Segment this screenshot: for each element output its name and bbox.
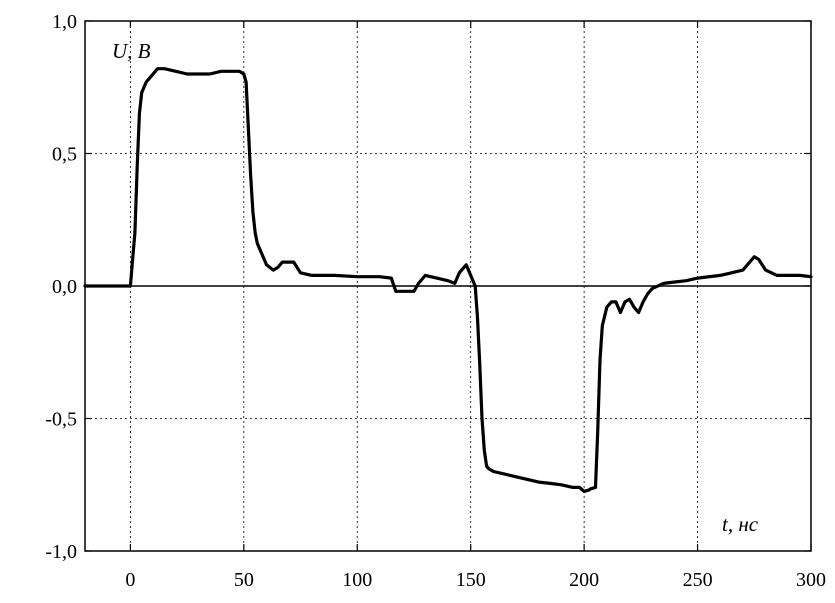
y-tick-label: -0,5 xyxy=(45,409,77,431)
x-tick-label: 200 xyxy=(569,569,599,591)
x-tick-label: 0 xyxy=(125,569,135,591)
x-axis-ticks: 0 50 100 150 200 250 300 xyxy=(125,21,826,591)
y-axis-label: U, В xyxy=(112,39,151,63)
y-tick-label: 0,5 xyxy=(52,144,77,166)
x-tick-label: 300 xyxy=(796,569,826,591)
plot-frame xyxy=(84,20,812,552)
series-layer xyxy=(83,67,813,493)
y-axis-ticks: -1,0 -0,5 0,0 0,5 1,0 xyxy=(45,11,811,563)
x-axis-label: t, нс xyxy=(722,512,759,536)
y-tick-label: -1,0 xyxy=(45,541,77,563)
x-tick-label: 100 xyxy=(342,569,372,591)
y-tick-label: 1,0 xyxy=(52,11,77,33)
series-line-0 xyxy=(83,67,813,493)
x-tick-label: 50 xyxy=(234,569,254,591)
x-tick-label: 250 xyxy=(683,569,713,591)
x-tick-label: 150 xyxy=(456,569,486,591)
y-tick-label: 0,0 xyxy=(52,276,77,298)
